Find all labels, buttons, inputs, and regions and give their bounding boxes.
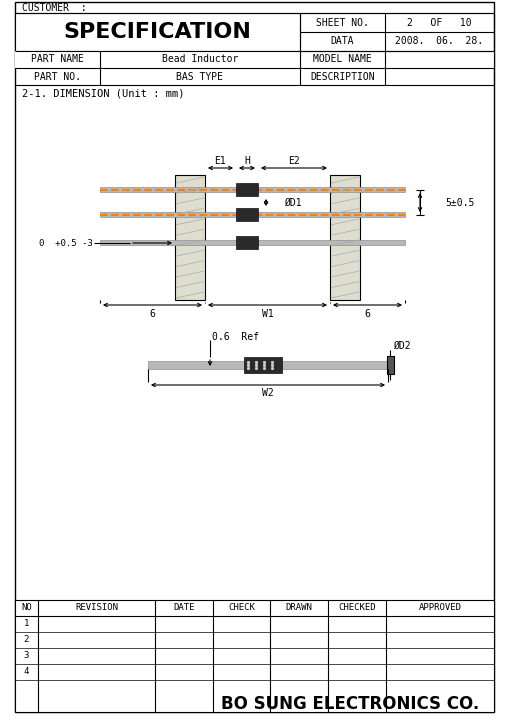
- Bar: [15, 600, 494, 712]
- Bar: [387, 356, 394, 374]
- Text: BO SUNG ELECTRONICS CO.: BO SUNG ELECTRONICS CO.: [221, 695, 479, 713]
- Text: CHECK: CHECK: [228, 603, 255, 613]
- Text: ØD1: ØD1: [284, 197, 302, 207]
- Text: 5±0.5: 5±0.5: [445, 197, 474, 207]
- Text: BAS TYPE: BAS TYPE: [177, 71, 223, 81]
- Text: W2: W2: [262, 388, 274, 398]
- Text: 6: 6: [150, 309, 155, 319]
- Bar: [236, 236, 258, 249]
- Text: PART NO.: PART NO.: [34, 71, 81, 81]
- Text: CHECKED: CHECKED: [338, 603, 376, 613]
- Bar: [330, 175, 360, 300]
- Text: APPROVED: APPROVED: [418, 603, 462, 613]
- Bar: [244, 357, 282, 373]
- Bar: [236, 208, 258, 221]
- Text: Bead Inductor: Bead Inductor: [162, 55, 238, 65]
- Text: 0  +0.5 -3: 0 +0.5 -3: [39, 238, 93, 248]
- Text: 2: 2: [24, 636, 29, 644]
- Text: E2: E2: [288, 156, 300, 166]
- Text: DESCRIPTION: DESCRIPTION: [310, 71, 375, 81]
- Text: DRAWN: DRAWN: [286, 603, 313, 613]
- Text: 4: 4: [24, 667, 29, 677]
- Text: 3: 3: [24, 652, 29, 660]
- Text: REVISION: REVISION: [75, 603, 118, 613]
- Text: 0.6  Ref: 0.6 Ref: [212, 332, 259, 342]
- Bar: [15, 13, 300, 51]
- Text: 2-1. DIMENSION (Unit : mm): 2-1. DIMENSION (Unit : mm): [22, 89, 184, 99]
- Text: DATA: DATA: [331, 37, 354, 47]
- Text: E1: E1: [214, 156, 226, 166]
- Text: 6: 6: [364, 309, 371, 319]
- Text: CUSTOMER  :: CUSTOMER :: [22, 3, 87, 13]
- Text: SPECIFICATION: SPECIFICATION: [64, 22, 251, 42]
- Bar: [148, 361, 388, 369]
- Text: 2008.  06.  28.: 2008. 06. 28.: [395, 37, 484, 47]
- Bar: [100, 187, 405, 192]
- Text: H: H: [244, 156, 250, 166]
- Text: W1: W1: [262, 309, 273, 319]
- Text: PART NAME: PART NAME: [31, 55, 84, 65]
- Text: 2   OF   10: 2 OF 10: [407, 17, 472, 27]
- Text: MODEL NAME: MODEL NAME: [313, 55, 372, 65]
- Bar: [100, 212, 405, 217]
- Text: DATE: DATE: [173, 603, 195, 613]
- Bar: [15, 51, 494, 68]
- Bar: [175, 175, 205, 300]
- Bar: [236, 183, 258, 196]
- Text: 1: 1: [24, 619, 29, 629]
- Text: NO: NO: [21, 603, 32, 613]
- Text: SHEET NO.: SHEET NO.: [316, 17, 369, 27]
- Text: ØD2: ØD2: [393, 341, 411, 351]
- Bar: [100, 240, 405, 245]
